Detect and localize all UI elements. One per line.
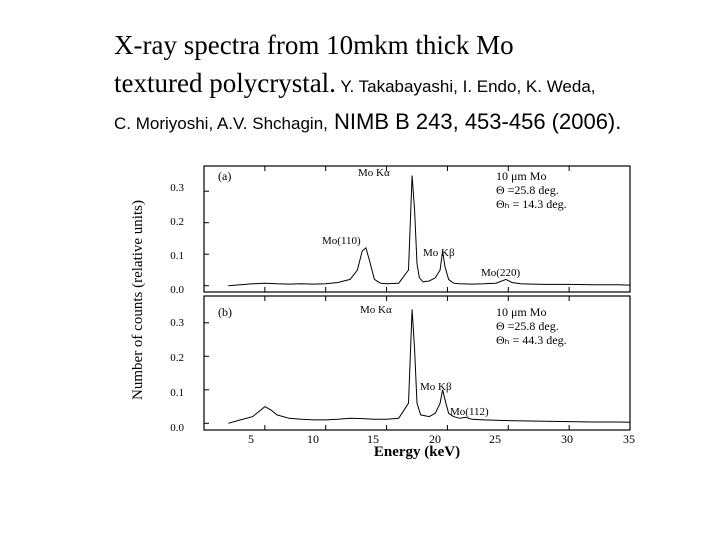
plot-layer — [203, 166, 631, 430]
panel-a-annot-mo110: Mo(110) — [322, 235, 361, 247]
spectra-figure: Number of counts (relative units) Energy… — [130, 165, 635, 460]
title-main: textured polycrystal. — [114, 68, 336, 98]
panel-a-ytick-0-0: 0.0 — [170, 284, 184, 296]
title-line-2: textured polycrystal. Y. Takabayashi, I.… — [114, 70, 704, 108]
panel-b-y-ticks: 0.3 0.2 0.1 0.0 — [170, 317, 184, 434]
panel-b-info-3: Θₕ = 44.3 deg. — [496, 333, 567, 347]
xtick-5: 5 — [248, 432, 254, 446]
x-ticks: 5 10 15 20 25 30 35 — [248, 432, 635, 446]
panel-b-ytick-0-0: 0.0 — [170, 422, 184, 434]
title-line-3: C. Moriyoshi, A.V. Shchagin, NIMB B 243,… — [114, 111, 704, 149]
panel-a-annot-mo-ka: Mo Kα — [358, 167, 390, 179]
journal-reference: NIMB B 243, 453-456 (2006). — [327, 109, 622, 134]
panel-a-info-2: Θ =25.8 deg. — [496, 183, 559, 197]
panel-b-info-2: Θ =25.8 deg. — [496, 319, 559, 333]
title-text: X-ray spectra from 10mkm thick Mo — [114, 30, 514, 60]
authors-part-1: Y. Takabayashi, I. Endo, K. Weda, — [335, 77, 596, 96]
panel-a-y-ticks: 0.3 0.2 0.1 0.0 — [170, 182, 184, 296]
panel-a-info-1: 10 μm Mo — [496, 169, 546, 183]
slide-title: X-ray spectra from 10mkm thick Mo textur… — [114, 32, 704, 149]
panel-a-ytick-0-2: 0.2 — [170, 216, 184, 228]
panel-b-info-1: 10 μm Mo — [496, 305, 546, 319]
panel-a-label: (a) — [218, 169, 231, 183]
title-line-1: X-ray spectra from 10mkm thick Mo — [114, 32, 704, 70]
panel-a-info-3: Θₕ = 14.3 deg. — [496, 197, 567, 211]
panel-b-ytick-0-1: 0.1 — [170, 387, 184, 399]
xtick-10: 10 — [307, 432, 319, 446]
x-axis-label: Energy (keV) — [374, 444, 460, 460]
panel-a-frame — [203, 165, 631, 293]
panel-b-annot-mo-ka: Mo Kα — [360, 304, 392, 316]
panel-b-ytick-0-3: 0.3 — [170, 317, 184, 329]
xtick-35: 35 — [623, 432, 635, 446]
spectrum-line-panel-b — [228, 309, 631, 424]
panel-b-annot-mo-kb: Mo Kβ — [420, 381, 452, 393]
panel-a-annot-mo-kb: Mo Kβ — [423, 247, 455, 259]
xtick-20: 20 — [429, 432, 441, 446]
authors-part-2: C. Moriyoshi, A.V. Shchagin, — [114, 114, 328, 133]
xtick-25: 25 — [489, 432, 501, 446]
panel-a-ytick-0-3: 0.3 — [170, 182, 184, 194]
panel-a-ytick-0-1: 0.1 — [170, 250, 184, 262]
y-axis-label: Number of counts (relative units) — [130, 200, 146, 400]
xtick-15: 15 — [367, 432, 379, 446]
panel-a-annot-mo220: Mo(220) — [481, 267, 520, 279]
panel-b-ytick-0-2: 0.2 — [170, 352, 184, 364]
xtick-30: 30 — [561, 432, 573, 446]
panel-b-label: (b) — [218, 305, 232, 319]
panel-b-frame — [203, 295, 631, 431]
spectrum-line-panel-a — [228, 175, 631, 287]
panel-b-annot-mo112: Mo(112) — [450, 406, 489, 418]
